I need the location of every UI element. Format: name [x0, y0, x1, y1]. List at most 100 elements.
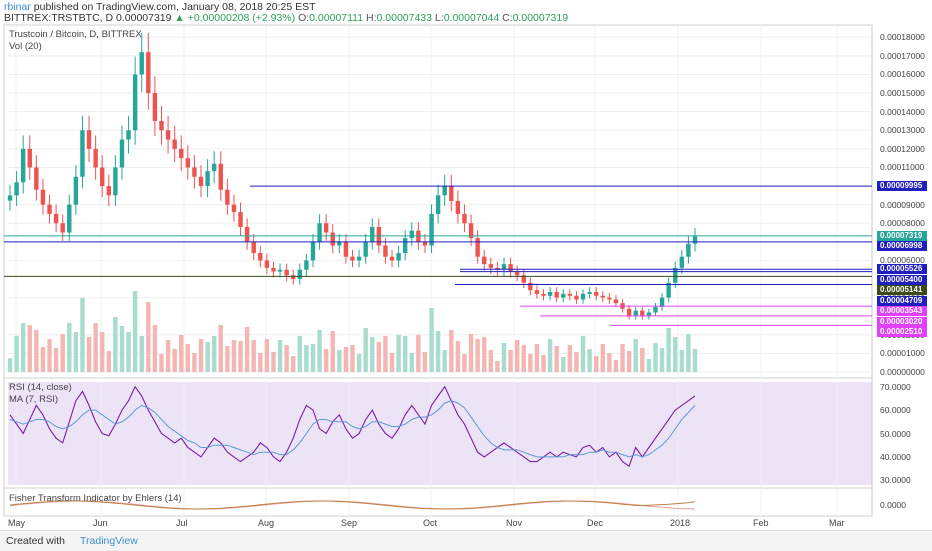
volume-bar	[139, 336, 144, 372]
price-tick-label: 0.00009000	[880, 199, 925, 210]
horizontal-price-lines	[4, 185, 872, 326]
volume-bar	[304, 345, 309, 372]
candle-body	[692, 236, 698, 244]
candle-body	[132, 74, 138, 131]
volume-bar	[501, 343, 507, 372]
price-line-tag: 0.00003020	[877, 316, 927, 327]
volume-bar	[594, 356, 599, 372]
volume-bar	[514, 340, 520, 372]
candle-body	[482, 256, 487, 265]
volume-bar	[521, 345, 526, 372]
volume-bar	[146, 302, 151, 372]
publisher-username[interactable]: rbinar	[4, 1, 31, 13]
candle-body	[449, 186, 454, 201]
volume-bar	[475, 339, 480, 372]
volume-bar	[376, 342, 382, 372]
volume-bar	[86, 337, 92, 372]
high-value: 0.00007433	[376, 12, 432, 24]
time-tick-label: Sep	[341, 518, 358, 528]
candle-body	[304, 260, 309, 270]
volume-bars	[7, 291, 698, 372]
candle-body	[567, 293, 573, 296]
candle-body	[435, 195, 441, 214]
candle-body	[330, 232, 335, 246]
candle-body	[666, 282, 671, 298]
volume-bar	[574, 352, 579, 372]
candle-body	[455, 200, 461, 214]
fisher-series	[9, 500, 696, 510]
price-tick-label: 0.00006000	[880, 255, 925, 266]
time-tick-label: 2018	[670, 518, 691, 528]
volume-bar	[323, 349, 329, 372]
candle-body	[653, 306, 658, 313]
price-change: ▲ +0.00000208 (+2.93%)	[174, 12, 296, 24]
rsi-title: RSI (14, close)	[9, 382, 72, 393]
candle-body	[60, 223, 65, 233]
volume-bar	[7, 358, 13, 372]
fisher-title: Fisher Transform Indicator by Ehlers (14…	[9, 493, 182, 504]
candle-body	[679, 256, 685, 268]
fisher-tick-label: 0.0000	[880, 500, 906, 510]
candle-body	[659, 297, 665, 307]
volume-bar	[67, 323, 72, 372]
volume-bar	[179, 335, 184, 372]
candle-body	[508, 264, 513, 272]
volume-bar	[455, 341, 461, 372]
candle-body	[356, 256, 362, 261]
volume-title: Vol (20)	[9, 41, 42, 52]
volume-bar	[277, 340, 283, 372]
volume-bar	[561, 357, 566, 372]
candle-body	[686, 243, 691, 257]
volume-bar	[666, 328, 671, 372]
candle-body	[244, 226, 250, 242]
volume-bar	[47, 339, 52, 372]
volume-bar	[317, 330, 322, 372]
volume-bar	[225, 346, 230, 372]
volume-bar	[337, 350, 342, 372]
rsi-series	[9, 385, 696, 468]
candle-body	[580, 293, 586, 300]
candle-body	[146, 52, 151, 94]
volume-bar	[113, 317, 118, 372]
rsi-line	[9, 385, 696, 468]
volume-bar	[370, 337, 375, 372]
candle-body	[251, 241, 256, 253]
volume-bar	[396, 335, 401, 372]
candle-body	[225, 189, 230, 205]
quote-line: BITTREX:TRSTBTC, D 0.00007319 ▲ +0.00000…	[4, 12, 568, 24]
candle-body	[86, 130, 92, 149]
volume-bar	[534, 344, 540, 372]
candle-body	[211, 163, 217, 172]
rsi-tick-label: 60.0000	[880, 405, 911, 416]
volume-bar	[462, 354, 467, 372]
price-line-tag: 0.00005526	[877, 264, 927, 275]
volume-bar	[547, 339, 553, 372]
price-tick-label: 0.00015000	[880, 88, 925, 99]
candle-body	[640, 310, 645, 317]
candle-body	[165, 130, 171, 140]
candle-body	[238, 212, 243, 227]
publish-info: published on TradingView.com, January 08…	[33, 1, 316, 13]
volume-bar	[205, 342, 210, 372]
candle-body	[422, 241, 428, 246]
rsi-tick-label: 30.0000	[880, 475, 911, 486]
candle-body	[574, 295, 579, 300]
volume-bar	[389, 353, 395, 372]
volume-bar	[165, 340, 171, 372]
volume-bar	[402, 336, 408, 372]
candle-body	[468, 223, 474, 239]
volume-bar	[185, 344, 191, 372]
candle-body	[27, 148, 32, 168]
volume-bar	[119, 326, 125, 372]
candle-body	[40, 189, 46, 205]
volume-bar	[73, 332, 79, 372]
created-with-label: Created with	[6, 535, 65, 547]
candle-body	[626, 308, 632, 317]
high-label: H:	[366, 12, 377, 24]
candle-body	[554, 292, 559, 298]
volume-bar	[297, 336, 303, 372]
tradingview-logo[interactable]: TradingView	[80, 535, 138, 547]
volume-bar	[126, 332, 131, 372]
candle-body	[205, 171, 210, 187]
